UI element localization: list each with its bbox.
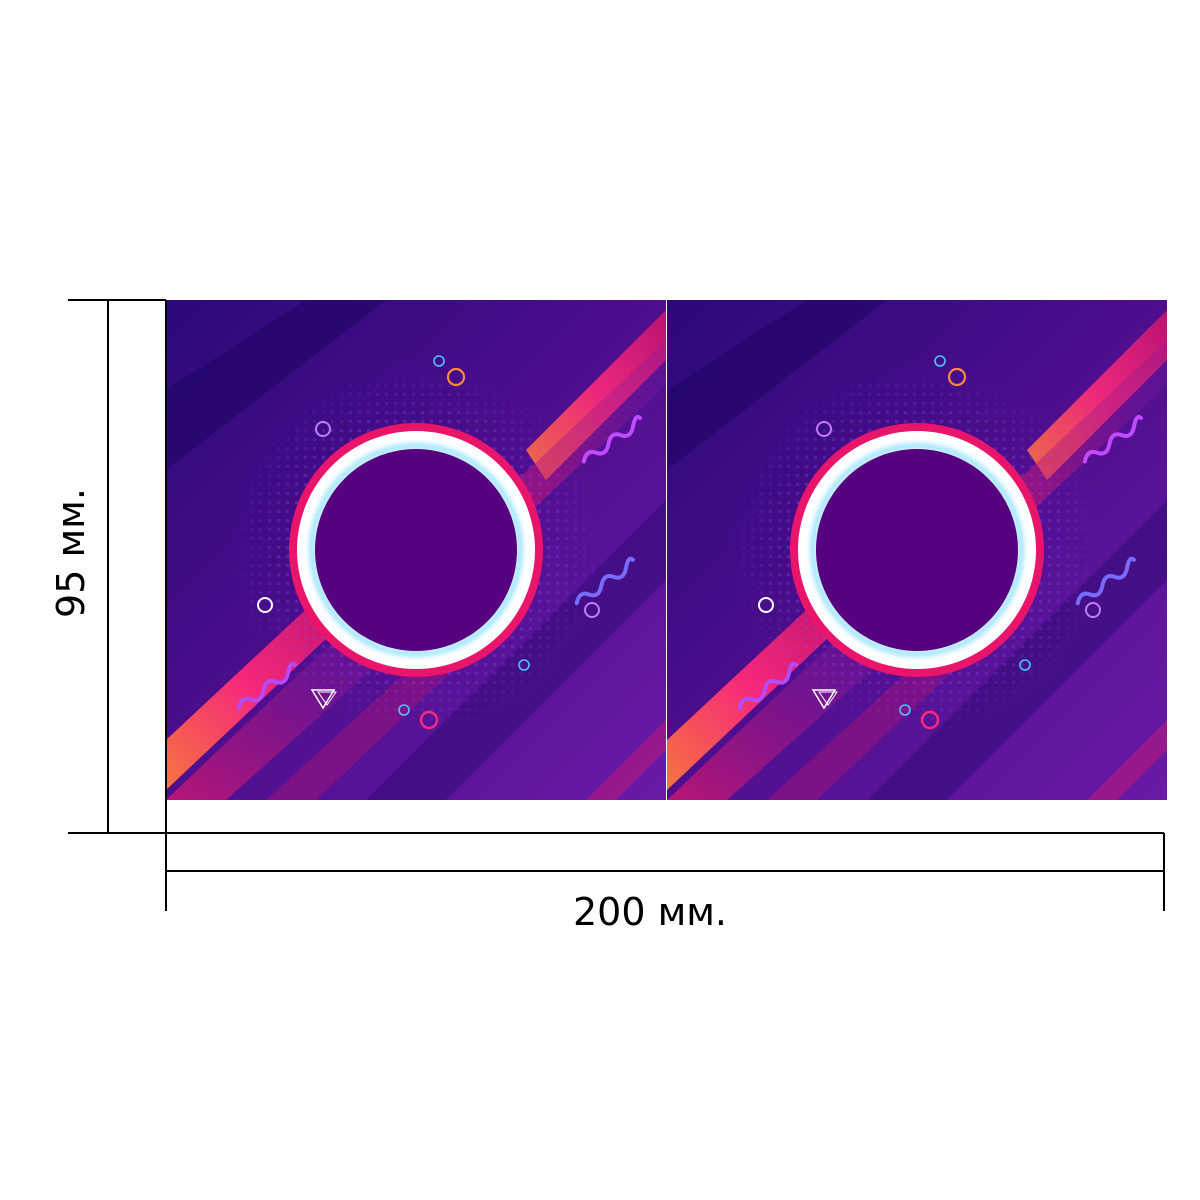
height-label: 95 мм. — [49, 488, 93, 618]
height-dimension — [68, 299, 167, 834]
panel-left — [166, 300, 666, 800]
panel-right — [667, 300, 1167, 800]
width-label: 200 мм. — [573, 890, 727, 934]
width-dimension — [165, 832, 1165, 911]
product-bottom-edge — [166, 800, 1164, 833]
